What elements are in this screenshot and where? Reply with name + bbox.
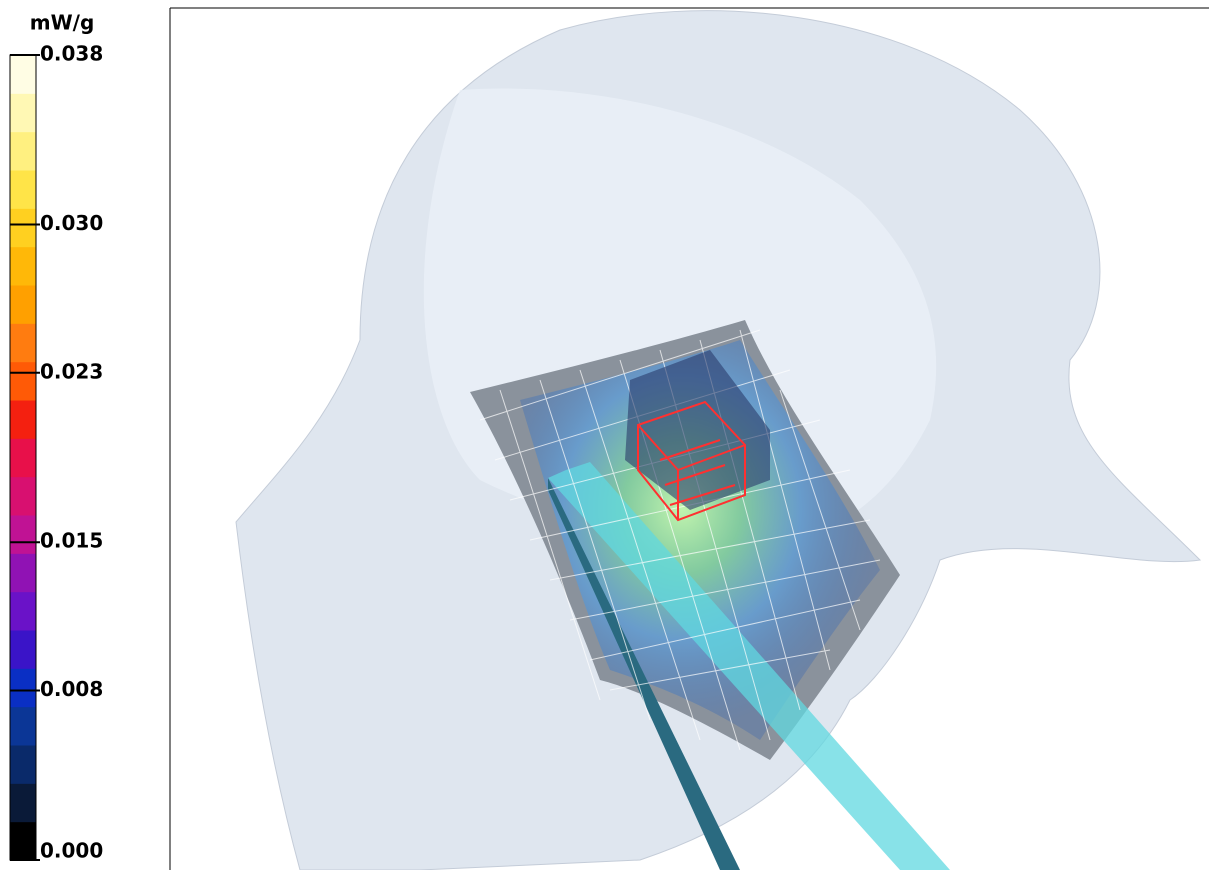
color-band — [10, 515, 36, 554]
color-band — [10, 668, 36, 708]
color-band — [10, 553, 36, 593]
tick-label: 0.015 — [40, 529, 103, 553]
color-band — [10, 208, 36, 248]
color-band — [10, 745, 36, 784]
phone-edge — [548, 478, 740, 870]
tick-label: 0.008 — [40, 677, 103, 701]
color-band — [10, 55, 36, 94]
color-band — [10, 131, 36, 171]
colorbar-unit: mW/g — [30, 11, 95, 35]
tick-label: 0.038 — [40, 42, 103, 66]
color-band — [10, 706, 36, 746]
color-band — [10, 170, 36, 209]
color-band — [10, 438, 36, 478]
tick-label: 0.023 — [40, 359, 103, 383]
color-band — [10, 630, 36, 669]
color-band — [10, 476, 36, 516]
color-band — [10, 400, 36, 439]
zoom-scan-volume — [625, 350, 770, 522]
color-band — [10, 93, 36, 133]
color-band — [10, 246, 36, 286]
color-band — [10, 285, 36, 324]
color-band — [10, 783, 36, 823]
sar-distribution — [520, 340, 880, 740]
color-band — [10, 591, 36, 631]
tick-label: 0.030 — [40, 211, 103, 235]
tick-label: 0.000 — [40, 839, 103, 863]
color-band — [10, 361, 36, 401]
render — [169, 7, 1209, 871]
color-band — [10, 821, 36, 861]
color-band — [10, 323, 36, 363]
colorbar: mW/g 0.000 0.008 0.015 0.023 0.030 0.038 — [9, 11, 103, 863]
